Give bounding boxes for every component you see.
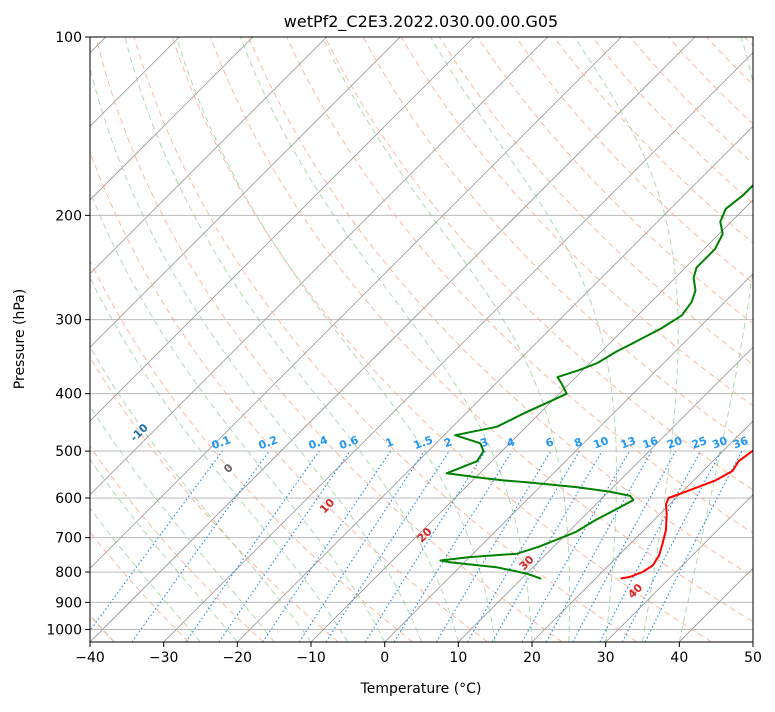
y-tick-label: 400 — [55, 387, 82, 403]
x-tick-label: 40 — [670, 650, 688, 666]
x-tick-label: 10 — [449, 650, 467, 666]
x-tick-label: −20 — [223, 650, 253, 666]
y-tick-label: 300 — [55, 313, 82, 329]
x-tick-label: 0 — [380, 650, 389, 666]
y-tick-label: 800 — [55, 565, 82, 581]
y-tick-label: 600 — [55, 491, 82, 507]
x-tick-label: 30 — [597, 650, 615, 666]
x-tick-label: −40 — [75, 650, 105, 666]
y-tick-label: 1000 — [46, 622, 82, 638]
y-tick-label: 200 — [55, 208, 82, 224]
y-tick-label: 900 — [55, 595, 82, 611]
y-tick-label: 700 — [55, 531, 82, 547]
chart-title: wetPf2_C2E3.2022.030.00.00.G05 — [284, 12, 558, 32]
x-tick-label: −10 — [296, 650, 326, 666]
x-axis-label: Temperature (°C) — [360, 681, 482, 697]
x-tick-label: 50 — [744, 650, 762, 666]
y-tick-label: 100 — [55, 30, 82, 46]
x-tick-label: −30 — [149, 650, 179, 666]
y-tick-label: 500 — [55, 444, 82, 460]
x-tick-label: 20 — [523, 650, 541, 666]
y-axis-label: Pressure (hPa) — [12, 289, 28, 389]
